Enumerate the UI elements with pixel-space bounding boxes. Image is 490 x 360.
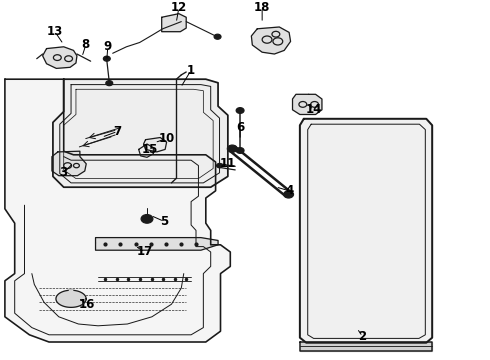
Text: 16: 16 (79, 298, 96, 311)
Polygon shape (53, 79, 228, 187)
Text: 15: 15 (141, 143, 158, 156)
Ellipse shape (284, 191, 294, 198)
Polygon shape (43, 47, 77, 68)
Ellipse shape (217, 163, 222, 168)
Text: 3: 3 (60, 166, 68, 179)
Text: 13: 13 (47, 25, 63, 38)
Ellipse shape (214, 34, 221, 39)
Polygon shape (162, 14, 186, 32)
Ellipse shape (141, 215, 153, 223)
Polygon shape (293, 94, 322, 114)
Text: 18: 18 (254, 1, 270, 14)
Ellipse shape (64, 294, 78, 304)
Polygon shape (52, 151, 86, 176)
Text: 5: 5 (160, 215, 168, 228)
Polygon shape (96, 238, 218, 250)
Polygon shape (69, 290, 74, 294)
Text: 12: 12 (171, 1, 187, 14)
Text: 9: 9 (104, 40, 112, 53)
Ellipse shape (103, 56, 110, 61)
Polygon shape (5, 79, 230, 342)
Polygon shape (300, 342, 432, 351)
Text: 17: 17 (136, 246, 153, 258)
Text: 10: 10 (158, 132, 175, 145)
Polygon shape (300, 119, 432, 343)
Polygon shape (56, 290, 86, 307)
Ellipse shape (106, 81, 113, 86)
Ellipse shape (236, 148, 244, 153)
Text: 6: 6 (236, 121, 244, 134)
Text: 1: 1 (187, 64, 195, 77)
Text: 14: 14 (305, 103, 322, 116)
Polygon shape (251, 27, 291, 54)
Text: 4: 4 (285, 184, 293, 197)
Text: 8: 8 (82, 39, 90, 51)
Ellipse shape (236, 108, 244, 113)
Ellipse shape (227, 145, 237, 152)
Text: 7: 7 (114, 125, 122, 138)
Text: 2: 2 (359, 330, 367, 343)
Polygon shape (144, 138, 167, 152)
Text: 11: 11 (220, 157, 236, 170)
